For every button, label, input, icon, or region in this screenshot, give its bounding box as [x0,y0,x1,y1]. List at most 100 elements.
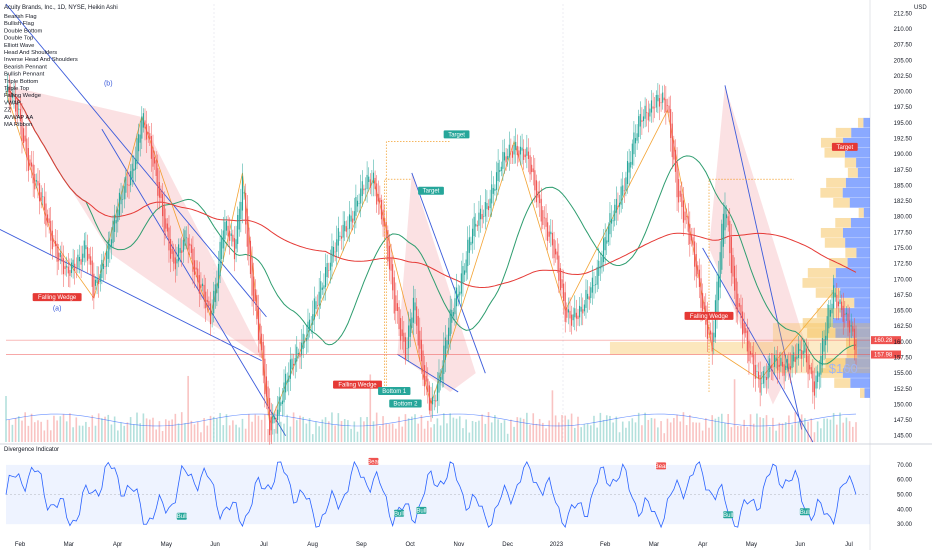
candle-body [181,250,183,254]
volume-bar [653,418,656,442]
candle-body [724,206,726,231]
candle-body [379,197,381,203]
candle-body [476,225,478,227]
volume-bar [529,424,531,442]
candle-body [291,358,293,370]
candle-body [489,198,491,209]
candle-body [829,310,831,317]
volume-bar [772,417,774,442]
candle-body [70,262,73,273]
candle-body [852,325,854,332]
candle-body [487,206,490,211]
volume-bar [184,423,186,442]
candle-body [206,299,208,302]
candle-body [678,179,680,203]
candle-body [716,281,718,319]
volume-bar [692,422,694,442]
volume-profile-bar [832,318,870,328]
volume-bar [78,425,81,442]
volume-bar [171,419,173,442]
volume-bar [340,420,343,442]
candle-body [641,120,643,122]
candle-body [118,192,120,216]
candle-body [254,289,256,302]
candle-body [400,318,402,341]
candle-body [286,380,288,384]
volume-bar [62,414,65,442]
candle-body [500,166,502,172]
candle-body [535,180,538,203]
volume-profile-bar [802,278,833,288]
candle-body [221,237,223,259]
volume-profile-bar [844,157,857,168]
candle-body [652,106,654,109]
volume-bar [359,417,362,442]
candle-body [385,222,387,239]
volume-bar [580,427,582,442]
annotation-label: Target [423,189,440,195]
volume-profile-bar [835,268,870,278]
candle-body [475,223,477,227]
volume-bar [91,415,94,442]
volume-bar [273,428,276,442]
volume-bar [551,390,554,442]
candle-body [454,298,456,315]
candle-body [569,310,571,319]
candle-body [850,325,852,327]
candle-body [495,172,498,190]
candle-body [393,277,395,314]
candle-body [320,281,322,299]
volume-bar [299,415,301,442]
candle-body [80,259,82,265]
divergence-badge [176,512,187,520]
candle-body [352,218,354,223]
candle-body [516,145,518,155]
candle-body [740,304,742,319]
y-tick-label: 180.00 [894,215,913,221]
candle-body [671,123,673,158]
candle-body [542,210,544,226]
x-tick-label: Jul [845,542,853,548]
volume-bar [254,414,257,442]
volume-profile-bar [843,137,870,148]
candle-body [406,347,408,349]
candle-body [722,213,724,247]
volume-bar [558,422,560,442]
candle-body [201,283,204,287]
volume-bar [225,414,228,442]
candle-body [689,224,691,245]
volume-bar [583,424,586,442]
candle-body [155,160,157,176]
candle-body [158,181,160,198]
volume-bar [423,428,426,442]
volume-profile-bar [857,348,870,358]
candle-body [468,237,470,253]
volume-profile-bar [858,207,864,218]
candle-body [479,208,482,220]
candle-body [229,231,231,241]
volume-bar [720,413,723,442]
candle-body [628,162,630,173]
candle-body [834,292,836,297]
ma-slow-line [5,90,857,289]
volume-bar [484,423,487,442]
volume-bar [363,421,365,442]
volume-bar [232,420,234,442]
candle-body [32,164,34,184]
volume-bar [660,421,662,442]
y-tick-label: 162.50 [894,324,913,330]
candle-body [369,179,371,188]
volume-bar [820,428,822,442]
candle-body [225,220,228,231]
candle-body [828,305,830,329]
candle-body [804,344,806,353]
candle-body [841,301,843,310]
volume-profile-bar [845,238,870,248]
candle-body [345,226,347,232]
candle-body [761,383,763,385]
divergence-label: Bull [723,513,733,519]
candle-body [582,309,584,314]
y-tick-label: 190.00 [894,152,913,158]
candle-body [166,223,168,232]
